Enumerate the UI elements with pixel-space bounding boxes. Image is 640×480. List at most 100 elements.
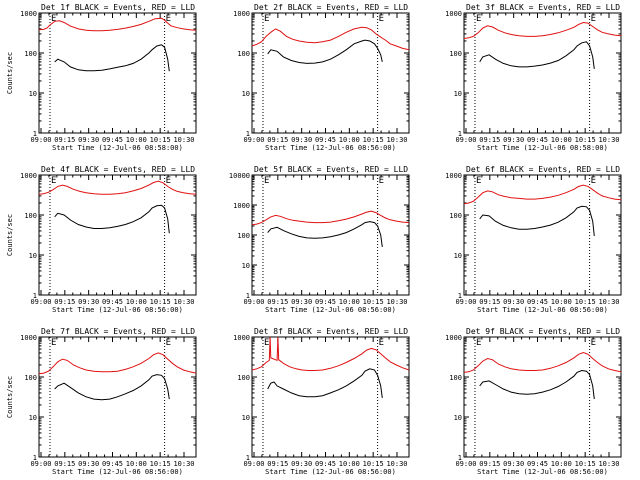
y-tick-label: 1	[33, 454, 37, 462]
x-tick-label: 10:15	[363, 136, 384, 144]
x-tick-label: 09:15	[479, 460, 500, 468]
plot-frame	[38, 336, 197, 458]
marker-label: E	[166, 14, 171, 24]
chart-panel-4: 1 10 100 1000 09:00 09:15 09:30 09:45 10:00 10:15…	[6, 165, 197, 314]
marker-label: E	[51, 176, 56, 186]
x-axis-label: Start Time (12-Jul-06 08:58:00)	[52, 144, 183, 152]
x-tick-label: 09:30	[503, 136, 524, 144]
marker-label: E	[476, 14, 481, 24]
x-tick-label: 10:15	[150, 136, 171, 144]
plot-frame	[251, 336, 410, 458]
y-tick-label: 100	[24, 50, 37, 58]
marker-label: E	[166, 338, 171, 348]
y-axis-label: Counts/sec	[6, 214, 14, 256]
x-tick-label: 09:30	[291, 460, 312, 468]
x-tick-label: 09:00	[243, 298, 264, 306]
x-tick-label: 10:30	[173, 460, 194, 468]
x-tick-label: 09:00	[30, 298, 51, 306]
y-axis-label: Counts/sec	[6, 52, 14, 94]
chart-panel-8: 1 10 100 1000 09:00 09:15 09:30 09:45 10:00 10:15…	[233, 327, 410, 476]
x-tick-label: 09:00	[455, 298, 476, 306]
x-tick-label: 09:30	[291, 298, 312, 306]
x-tick-label: 09:15	[267, 298, 288, 306]
series-events-line	[267, 368, 383, 398]
y-tick-label: 10	[454, 252, 462, 260]
x-axis-label: Start Time (12-Jul-06 08:56:00)	[52, 468, 183, 476]
y-tick-label: 100	[237, 232, 250, 240]
series-events-line	[479, 369, 595, 400]
y-tick-label: 10	[242, 414, 250, 422]
y-tick-label: 10	[242, 90, 250, 98]
x-tick-label: 09:30	[78, 136, 99, 144]
x-tick-label: 09:30	[78, 298, 99, 306]
y-tick-label: 100	[449, 374, 462, 382]
marker-label: E	[264, 338, 269, 348]
marker-label: E	[379, 176, 384, 186]
x-tick-label: 10:00	[339, 136, 360, 144]
marker-label: E	[476, 176, 481, 186]
x-tick-label: 09:00	[243, 460, 264, 468]
x-tick-label: 10:00	[339, 460, 360, 468]
chart-panel-5: 1 10 100 1000 10000 09:00 09:15 09:30 09:45 10:00…	[229, 165, 410, 314]
y-tick-label: 1	[458, 130, 462, 138]
chart-title: Det 4f BLACK = Events, RED = LLD	[41, 165, 195, 174]
y-tick-label: 1000	[20, 172, 37, 180]
x-tick-label: 10:15	[363, 298, 384, 306]
series-lld-line	[463, 184, 622, 205]
y-tick-label: 10	[454, 90, 462, 98]
series-lld-line	[251, 26, 410, 51]
x-tick-label: 09:45	[527, 298, 548, 306]
y-tick-label: 1	[458, 454, 462, 462]
x-tick-label: 10:15	[150, 298, 171, 306]
chart-title: Det 6f BLACK = Events, RED = LLD	[466, 165, 620, 174]
x-tick-label: 09:00	[30, 460, 51, 468]
chart-title: Det 8f BLACK = Events, RED = LLD	[254, 327, 408, 336]
x-tick-label: 09:45	[102, 460, 123, 468]
y-tick-label: 1000	[445, 172, 462, 180]
y-tick-label: 1000	[445, 10, 462, 18]
x-tick-label: 10:00	[339, 298, 360, 306]
plot-frame	[251, 12, 410, 134]
series-events-line	[267, 39, 383, 64]
y-tick-label: 10000	[229, 172, 250, 180]
x-tick-label: 10:00	[126, 136, 147, 144]
marker-label: E	[476, 338, 481, 348]
y-tick-label: 1	[33, 292, 37, 300]
x-tick-label: 10:00	[551, 298, 572, 306]
x-tick-label: 09:15	[479, 136, 500, 144]
chart-title: Det 7f BLACK = Events, RED = LLD	[41, 327, 195, 336]
y-tick-label: 100	[24, 212, 37, 220]
chart-panel-9: 1 10 100 1000 09:00 09:15 09:30 09:45 10:00 10:15…	[445, 327, 622, 476]
chart-panel-3: 1 10 100 1000 09:00 09:15 09:30 09:45 10:00 10:15…	[445, 3, 622, 152]
series-events-line	[479, 41, 595, 69]
series-events-line	[267, 221, 383, 247]
x-tick-label: 10:30	[598, 460, 619, 468]
chart-panel-2: 1 10 100 1000 09:00 09:15 09:30 09:45 10:00 10:15…	[233, 3, 410, 152]
marker-label: E	[51, 338, 56, 348]
series-events-line	[479, 205, 595, 236]
x-tick-label: 09:00	[455, 136, 476, 144]
x-tick-label: 09:30	[291, 136, 312, 144]
x-tick-label: 09:45	[102, 136, 123, 144]
x-tick-label: 09:30	[503, 298, 524, 306]
y-tick-label: 100	[449, 50, 462, 58]
chart-panel-6: 1 10 100 1000 09:00 09:15 09:30 09:45 10:00 10:15…	[445, 165, 622, 314]
y-tick-label: 1	[246, 292, 250, 300]
marker-label: E	[379, 338, 384, 348]
marker-label: E	[591, 14, 596, 24]
x-tick-label: 10:30	[386, 460, 407, 468]
x-tick-label: 10:30	[598, 298, 619, 306]
x-tick-label: 10:30	[173, 136, 194, 144]
x-tick-label: 09:15	[54, 136, 75, 144]
plot-frame	[251, 174, 410, 296]
x-tick-label: 10:00	[551, 460, 572, 468]
y-tick-label: 10	[29, 414, 37, 422]
x-tick-label: 09:15	[267, 136, 288, 144]
x-tick-label: 09:30	[78, 460, 99, 468]
x-tick-label: 09:45	[315, 460, 336, 468]
plot-frame	[38, 174, 197, 296]
y-tick-label: 1000	[445, 334, 462, 342]
x-tick-label: 10:30	[598, 136, 619, 144]
y-tick-label: 100	[449, 212, 462, 220]
plot-frame	[463, 336, 622, 458]
